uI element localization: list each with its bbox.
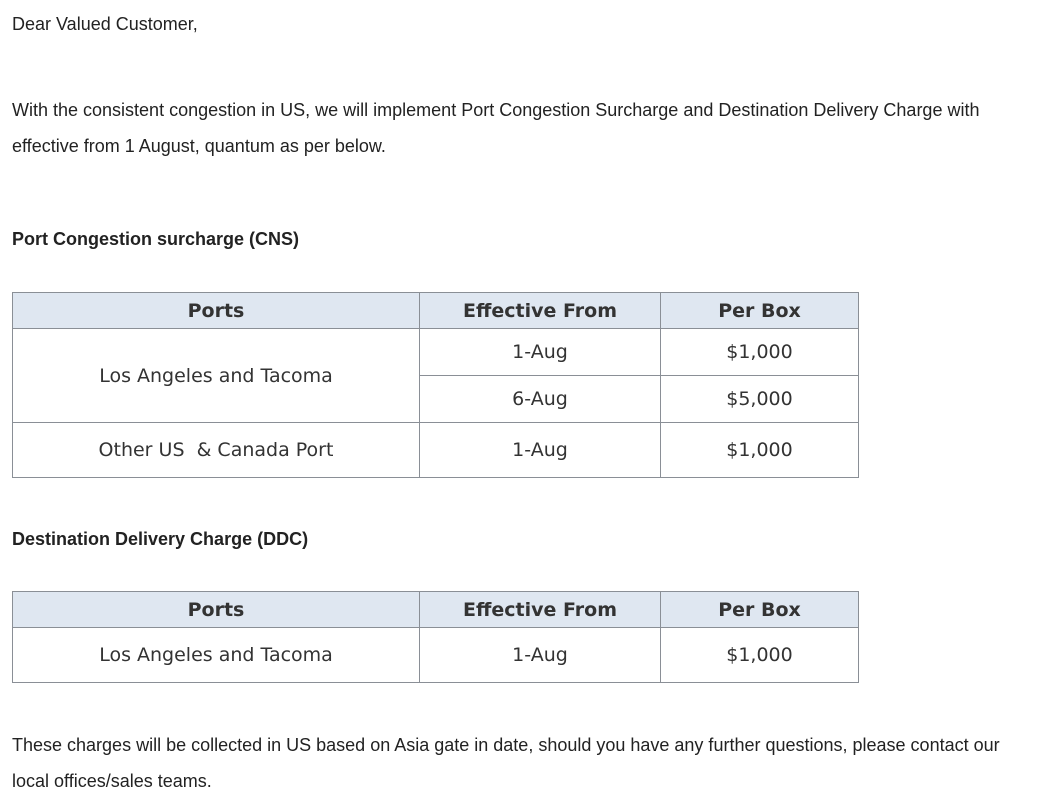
- intro-paragraph: With the consistent congestion in US, we…: [12, 100, 980, 156]
- port-cell: Los Angeles and Tacoma: [12, 328, 420, 423]
- port-cell: Other US & Canada Port: [12, 422, 420, 478]
- greeting: Dear Valued Customer,: [12, 14, 198, 34]
- ddc-heading: Destination Delivery Charge (DDC): [12, 529, 309, 549]
- closing-paragraph: These charges will be collected in US ba…: [12, 735, 1000, 791]
- date-cell: 1-Aug: [419, 627, 661, 683]
- amount-cell: $1,000: [660, 627, 859, 683]
- amount-cell: $1,000: [660, 422, 859, 478]
- table-row: Other US & Canada Port 1-Aug $1,000: [12, 422, 859, 478]
- header-per-box: Per Box: [660, 591, 859, 628]
- table-row: Los Angeles and Tacoma 1-Aug $1,000: [12, 627, 859, 683]
- port-cell: Los Angeles and Tacoma: [12, 627, 420, 683]
- date-cell: 6-Aug: [419, 375, 661, 423]
- header-ports: Ports: [12, 292, 420, 329]
- table-row: Los Angeles and Tacoma 1-Aug $1,000: [12, 328, 859, 423]
- header-effective-from: Effective From: [419, 591, 661, 628]
- header-effective-from: Effective From: [419, 292, 661, 329]
- header-per-box: Per Box: [660, 292, 859, 329]
- table-header-row: Ports Effective From Per Box: [12, 292, 859, 329]
- cns-table: Ports Effective From Per Box Los Angeles…: [12, 292, 859, 478]
- table-header-row: Ports Effective From Per Box: [12, 591, 859, 628]
- header-ports: Ports: [12, 591, 420, 628]
- cns-heading: Port Congestion surcharge (CNS): [12, 229, 300, 249]
- table-row: 6-Aug $5,000: [13, 375, 859, 423]
- date-cell: 1-Aug: [419, 328, 661, 376]
- ddc-table: Ports Effective From Per Box Los Angeles…: [12, 591, 859, 683]
- amount-cell: $5,000: [660, 375, 859, 423]
- date-cell: 1-Aug: [419, 422, 661, 478]
- amount-cell: $1,000: [660, 328, 859, 376]
